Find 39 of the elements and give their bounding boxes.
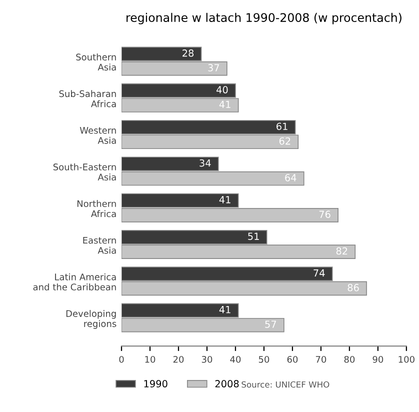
data-label: 51 [248, 232, 259, 240]
x-tick-label: 40 [230, 356, 241, 363]
y-tick-label: Eastern Asia [83, 236, 116, 254]
x-tick-label: 70 [316, 356, 326, 363]
x-tick-label: 60 [287, 356, 298, 363]
y-tick-label: Northern Africa [77, 200, 116, 218]
x-tick-label: 30 [202, 356, 212, 363]
data-label: 74 [314, 269, 325, 276]
data-label: 86 [348, 284, 359, 292]
x-tick-label: 50 [258, 356, 270, 363]
data-label: 82 [336, 247, 348, 255]
source-note: Source: UNICEF WHO [242, 381, 330, 388]
y-tick-label: Southern Asia [76, 53, 116, 71]
legend-label: 2008 [215, 380, 239, 388]
data-label: 41 [219, 100, 230, 108]
data-label: 62 [279, 137, 290, 145]
x-tick-label: 10 [145, 356, 156, 363]
data-label: 41 [219, 306, 230, 314]
data-label: 64 [285, 174, 296, 182]
y-tick-label: Sub-Saharan Africa [59, 90, 116, 108]
y-tick-label: South-Eastern Asia [53, 163, 116, 180]
data-label: 57 [265, 320, 276, 328]
chart-title: regionalne w latach 1990-2008 (w procentach) [126, 12, 402, 24]
y-tick-label: Developing regions [66, 310, 116, 329]
x-tick-label: 80 [344, 356, 355, 363]
legend-label: 1990 [144, 380, 168, 388]
y-tick-label: Western Asia [80, 127, 116, 144]
x-tick-label: 100 [398, 356, 414, 363]
data-label: 76 [319, 210, 330, 218]
x-tick-label: 0 [119, 356, 124, 363]
y-tick-label: Latin America and the Caribbean [33, 273, 116, 290]
data-label: 37 [208, 64, 220, 72]
x-tick-label: 90 [372, 356, 384, 363]
data-label: 28 [182, 49, 194, 57]
data-label: 41 [219, 196, 230, 204]
data-label: 34 [200, 159, 211, 167]
x-tick-label: 20 [173, 356, 184, 363]
data-label: 61 [276, 122, 288, 130]
data-label: 40 [216, 86, 228, 94]
